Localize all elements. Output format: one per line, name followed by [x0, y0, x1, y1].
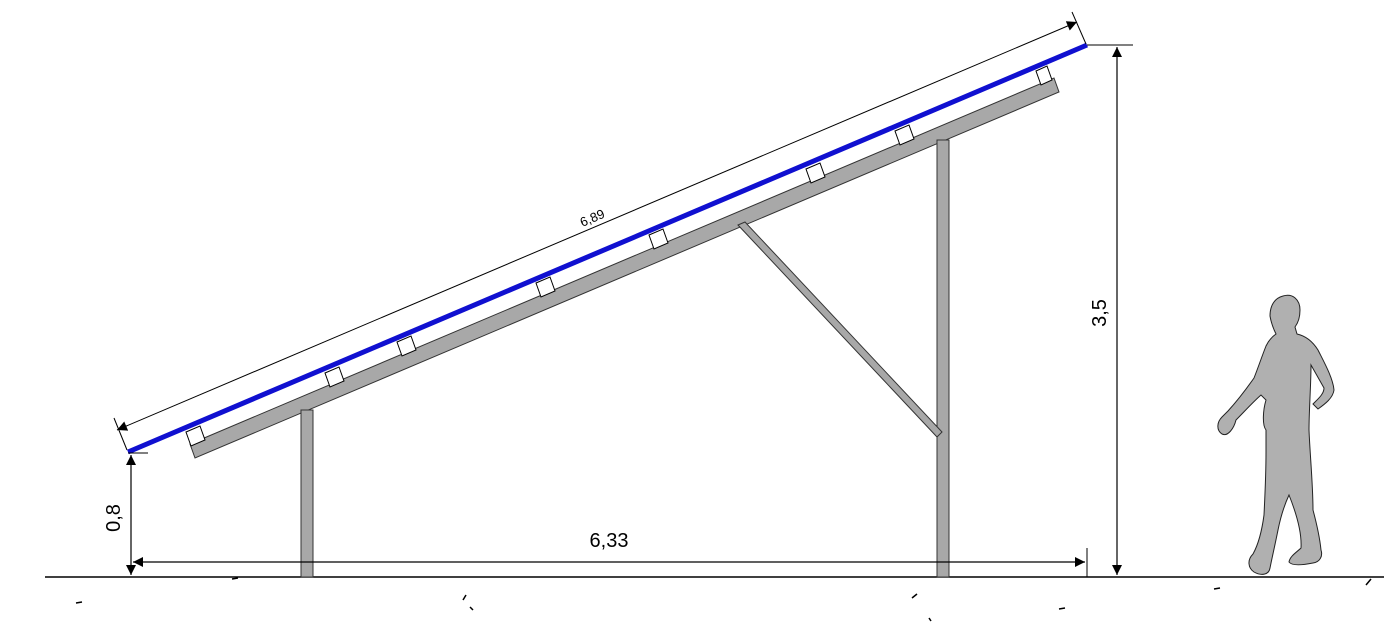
total-height-label: 3,5 [1089, 299, 1111, 327]
front-post [300, 409, 314, 578]
panel-length-extension-high [1071, 11, 1087, 45]
ground-texture [75, 577, 1372, 622]
low-edge-height-label: 0,8 [103, 504, 125, 532]
panel-clamps [185, 65, 1053, 447]
panel-length-extension-low [113, 417, 128, 451]
panel-length-dimension-line [116, 21, 1078, 431]
rear-post [936, 139, 950, 578]
diagonal-brace [737, 221, 943, 438]
horizontal-span-label: 6,33 [590, 530, 629, 552]
panel-length-label: 6,89 [578, 206, 607, 230]
walking-person-icon [1217, 294, 1335, 575]
support-rail [189, 77, 1060, 459]
